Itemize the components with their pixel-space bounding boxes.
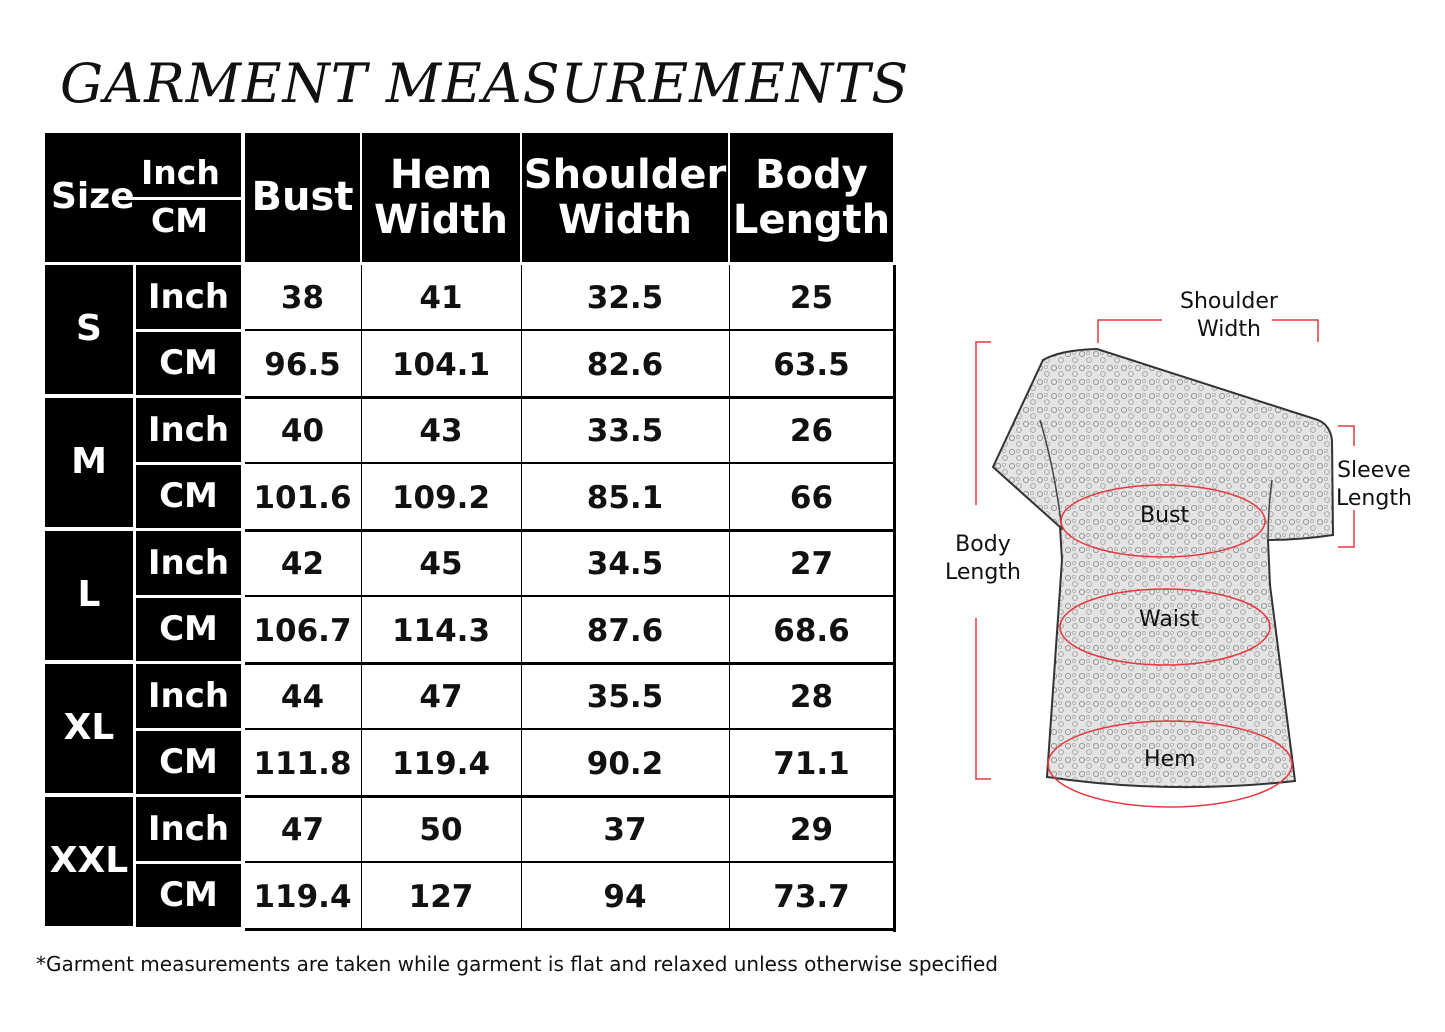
- table-cell: 66: [789, 479, 834, 516]
- table-cell: 87.6: [586, 612, 664, 649]
- row-divider: [245, 861, 895, 863]
- corner-cm-label: CM: [151, 201, 209, 240]
- table-cell: 82.6: [586, 346, 664, 383]
- table-cell: 29: [789, 812, 834, 848]
- table-cell: 63.5: [773, 346, 850, 383]
- waist-label: Waist: [1139, 607, 1200, 632]
- table-cell: 28: [789, 679, 834, 715]
- unit-label-cm: CM: [136, 863, 241, 927]
- table-cell: 101.6: [253, 479, 352, 516]
- corner-header: Size Inch CM: [45, 133, 241, 262]
- corner-size-label: Size: [51, 176, 135, 217]
- table-cell: 26: [789, 413, 834, 449]
- table-cell: 73.7: [773, 878, 850, 915]
- unit-label-inch: Inch: [136, 664, 241, 728]
- table-cell: 119.4: [391, 745, 491, 782]
- column-header-1: Hem Width: [362, 133, 520, 262]
- table-cell: 119.4: [253, 878, 352, 915]
- unit-label-inch: Inch: [136, 398, 241, 462]
- unit-label-cm: CM: [136, 730, 241, 794]
- unit-label-inch: Inch: [136, 265, 241, 329]
- table-cell: 40: [280, 413, 325, 449]
- table-cell: 85.1: [586, 479, 664, 516]
- table-cell: 38: [280, 280, 325, 316]
- table-cell: 47: [419, 679, 463, 715]
- body-length-label: Body Length: [945, 532, 1021, 585]
- table-cell: 50: [419, 812, 463, 848]
- column-divider: [520, 265, 522, 930]
- corner-divider: [133, 197, 241, 200]
- table-right-border: [893, 265, 896, 932]
- size-label: S: [45, 265, 133, 394]
- column-header-0: Bust: [245, 133, 360, 262]
- unit-label-cm: CM: [136, 597, 241, 661]
- table-cell: 94: [603, 878, 647, 915]
- row-divider: [245, 462, 895, 464]
- table-cell: 33.5: [586, 413, 664, 449]
- table-cell: 34.5: [586, 546, 664, 582]
- table-cell: 71.1: [773, 745, 850, 782]
- table-cell: 106.7: [253, 612, 352, 649]
- bust-label: Bust: [1140, 503, 1190, 528]
- row-divider: [245, 794, 895, 798]
- table-cell: 42: [280, 546, 325, 582]
- size-label: M: [45, 398, 133, 527]
- row-divider: [245, 661, 895, 665]
- sleeve-length-label: Sleeve Length: [1336, 458, 1412, 511]
- column-divider: [360, 265, 362, 930]
- table-cell: 96.5: [264, 346, 341, 383]
- page-title: GARMENT MEASUREMENTS: [60, 52, 910, 115]
- row-divider: [245, 528, 895, 532]
- hem-label: Hem: [1144, 747, 1196, 772]
- unit-label-cm: CM: [136, 331, 241, 395]
- footnote: *Garment measurements are taken while ga…: [36, 952, 999, 976]
- table-cell: 109.2: [391, 479, 491, 516]
- corner-inch-label: Inch: [141, 153, 220, 192]
- table-cell: 44: [280, 679, 325, 715]
- row-divider: [245, 595, 895, 597]
- column-header-3: Body Length: [730, 133, 893, 262]
- unit-label-inch: Inch: [136, 797, 241, 861]
- column-divider: [728, 265, 730, 930]
- table-cell: 41: [419, 280, 463, 316]
- unit-label-inch: Inch: [136, 531, 241, 595]
- row-divider: [245, 329, 895, 331]
- shoulder-width-label: Shoulder Width: [1180, 289, 1278, 342]
- size-label: XL: [45, 664, 133, 793]
- table-cell: 104.1: [391, 346, 491, 383]
- table-cell: 37: [603, 812, 647, 848]
- table-cell: 27: [789, 546, 834, 582]
- garment-shirt-shape: [991, 347, 1335, 789]
- table-cell: 45: [419, 546, 463, 582]
- row-divider: [245, 728, 895, 730]
- table-cell: 114.3: [391, 612, 491, 649]
- table-cell: 47: [280, 812, 325, 848]
- size-label: XXL: [45, 797, 133, 926]
- column-header-2: Shoulder Width: [522, 133, 728, 262]
- table-cell: 127: [408, 878, 474, 915]
- table-cell: 90.2: [586, 745, 664, 782]
- table-cell: 35.5: [586, 679, 664, 715]
- row-divider: [245, 395, 895, 399]
- table-cell: 111.8: [253, 745, 352, 782]
- table-cell: 32.5: [586, 280, 664, 316]
- row-divider: [245, 927, 895, 931]
- table-cell: 25: [789, 280, 834, 316]
- table-cell: 43: [419, 413, 463, 449]
- unit-label-cm: CM: [136, 464, 241, 528]
- table-cell: 68.6: [773, 612, 850, 649]
- size-label: L: [45, 531, 133, 660]
